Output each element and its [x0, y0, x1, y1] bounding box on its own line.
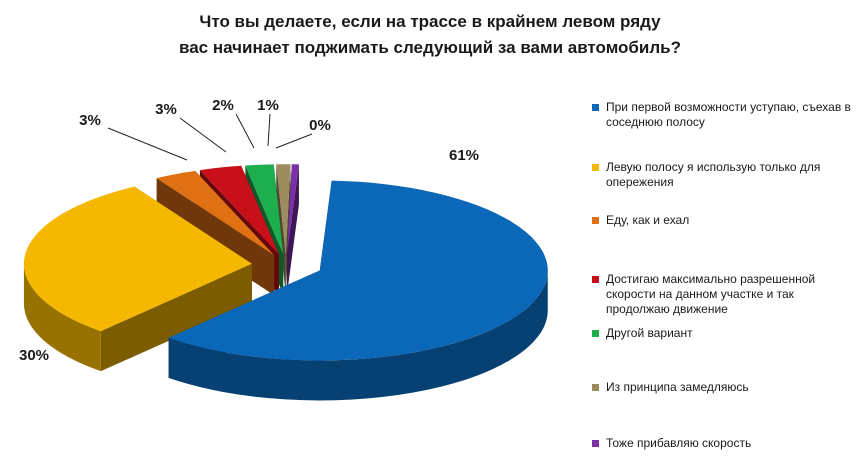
pie-slice-6	[276, 164, 291, 255]
chart-title-line-2: вас начинает поджимать следующий за вами…	[178, 38, 682, 57]
legend-item-1: При первой возможности уступаю, съехав в…	[592, 100, 854, 130]
legend-item-3: Еду, как и ехал	[592, 213, 854, 228]
legend-swatch	[592, 104, 599, 111]
legend-swatch	[592, 164, 599, 171]
legend-label: Другой вариант	[606, 326, 693, 340]
data-label-1: 61%	[449, 147, 479, 164]
pie-slice-3	[156, 170, 275, 256]
legend-item-6: Из принципа замедляюсь	[592, 380, 854, 395]
legend-label: Левую полосу я использую только для опер…	[606, 160, 821, 189]
pie-slice-1	[168, 180, 548, 361]
data-label-3: 3%	[79, 112, 101, 129]
data-label-6: 1%	[257, 97, 279, 114]
legend-swatch	[592, 440, 599, 447]
legend-label: Из принципа замедляюсь	[606, 380, 749, 394]
legend-item-7: Тоже прибавляю скорость	[592, 436, 854, 451]
legend-swatch	[592, 217, 599, 224]
leader-line-3	[107, 127, 188, 161]
data-label-4: 3%	[155, 101, 177, 118]
data-label-5: 2%	[212, 97, 234, 114]
data-label-7: 0%	[309, 117, 331, 134]
pie-slice-wall	[276, 164, 286, 295]
pie-slice-2	[23, 186, 252, 332]
leader-line-7	[275, 133, 313, 149]
pie-slice-side	[168, 270, 548, 401]
pie-slice-wall	[285, 164, 291, 295]
chart-title: Что вы делаете, если на трассе в крайнем…	[60, 9, 800, 61]
chart-title-line-1: Что вы делаете, если на трассе в крайнем…	[199, 12, 661, 31]
legend-swatch	[592, 384, 599, 391]
legend-item-4: Достигаю максимально разрешенной скорост…	[592, 272, 854, 317]
pie-slice-5	[245, 164, 284, 255]
legend-label: Еду, как и ехал	[606, 213, 690, 227]
pie-slice-side	[23, 263, 101, 372]
legend-label: Тоже прибавляю скорость	[606, 436, 752, 450]
legend-item-2: Левую полосу я использую только для опер…	[592, 160, 854, 190]
leader-line-4	[179, 117, 227, 153]
legend-label: Достигаю максимально разрешенной скорост…	[606, 272, 816, 316]
leader-line-5	[235, 113, 255, 149]
data-label-2: 30%	[19, 347, 49, 364]
pie-slice-wall	[287, 164, 299, 295]
pie-slice-wall	[100, 263, 252, 372]
pie-slice-4	[199, 165, 279, 255]
legend-item-5: Другой вариант	[592, 326, 854, 341]
legend-label: При первой возможности уступаю, съехав в…	[606, 100, 851, 129]
legend-swatch	[592, 276, 599, 283]
legend-swatch	[592, 330, 599, 337]
pie-slice-7	[287, 164, 299, 255]
leader-line-6	[267, 113, 271, 147]
